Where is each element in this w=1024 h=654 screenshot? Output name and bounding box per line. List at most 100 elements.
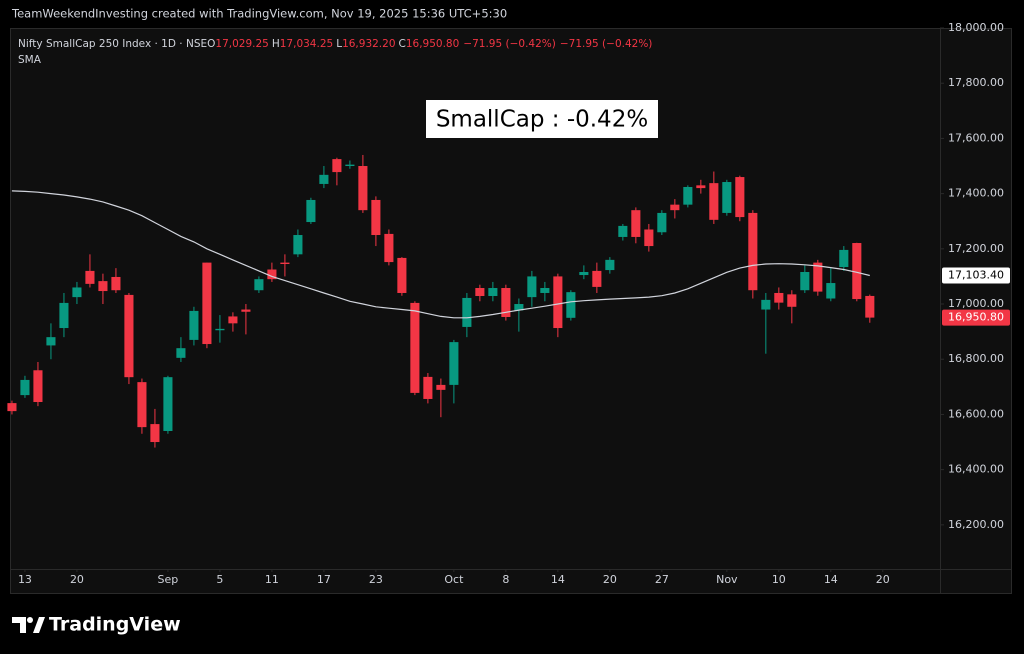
candle-body — [150, 424, 160, 443]
candle-body — [241, 309, 251, 312]
candle-body — [592, 270, 602, 287]
candle-body — [371, 199, 381, 236]
candle-body — [631, 210, 641, 237]
x-tick-label: 5 — [216, 573, 223, 586]
y-tick-label: 18,000.00 — [948, 21, 1004, 34]
logo-icon-dot — [27, 617, 33, 623]
sma-tag-label: 17,103.40 — [948, 268, 1004, 281]
y-tick-label: 16,400.00 — [948, 463, 1004, 476]
candle-body — [618, 225, 628, 237]
y-tick-label: 16,600.00 — [948, 407, 1004, 420]
candle-body — [228, 316, 238, 324]
candle-body — [813, 262, 823, 292]
x-tick-label: Sep — [158, 573, 179, 586]
candle-body — [176, 348, 186, 358]
x-tick-label: 23 — [369, 573, 383, 586]
candle-body — [566, 292, 576, 318]
candle-body — [215, 328, 225, 331]
header: TeamWeekendInvesting created with Tradin… — [11, 7, 507, 21]
legend: Nifty SmallCap 250 Index · 1D · NSEO17,0… — [18, 38, 652, 66]
legend-title: Nifty SmallCap 250 Index · 1D · NSE — [18, 38, 207, 50]
x-tick-label: 14 — [551, 573, 565, 586]
watermark-logo — [12, 617, 45, 633]
x-tick-label: 10 — [772, 573, 786, 586]
last-price-label: 16,950.80 — [948, 311, 1004, 324]
candle-body — [345, 164, 355, 167]
candle-body — [410, 302, 420, 393]
annotation-box — [426, 100, 658, 138]
x-tick-label: 20 — [876, 573, 890, 586]
candle-body — [865, 295, 875, 318]
candle-body — [46, 337, 56, 346]
x-tick-label: 20 — [70, 573, 84, 586]
legend-line: Nifty SmallCap 250 Index · 1D · NSEO17,0… — [18, 38, 652, 50]
candle-body — [462, 297, 472, 327]
candle-body — [735, 177, 745, 218]
candle-body — [423, 376, 433, 399]
legend-value: 16,932.20 — [342, 38, 395, 50]
candle-body — [644, 229, 654, 247]
candle-body — [488, 288, 498, 297]
x-tick-label: 11 — [265, 573, 279, 586]
candle-body — [605, 259, 615, 271]
watermark: TradingView — [49, 614, 181, 636]
x-tick-label: 14 — [824, 573, 838, 586]
candle-body — [709, 183, 719, 220]
y-tick-label: 17,000.00 — [948, 297, 1004, 310]
legend-sma: SMA — [18, 54, 42, 66]
candle-body — [579, 272, 589, 276]
candle-body — [189, 310, 199, 340]
legend-key: L — [336, 38, 342, 50]
candle-body — [826, 283, 836, 299]
candle-body — [397, 257, 407, 293]
candle-body — [670, 204, 680, 211]
candle-body — [7, 403, 17, 412]
legend-key: C — [399, 38, 406, 50]
candle-body — [124, 294, 134, 378]
candle-body — [85, 270, 95, 284]
candle-body — [501, 288, 511, 317]
candle-body — [722, 182, 732, 213]
y-tick-label: 16,200.00 — [948, 518, 1004, 531]
legend-change: −71.95 (−0.42%) — [560, 38, 653, 50]
candle-body — [358, 166, 368, 211]
candle-body — [553, 276, 563, 329]
candle-body — [800, 272, 810, 291]
candle-body — [384, 233, 394, 263]
candle-body — [20, 379, 30, 396]
candle-body — [319, 174, 329, 184]
candle-body — [98, 281, 108, 292]
x-tick-label: 13 — [18, 573, 32, 586]
candle-body — [254, 279, 264, 291]
logo-icon-slash — [33, 617, 45, 633]
x-tick-label: 27 — [655, 573, 669, 586]
candle-body — [683, 186, 693, 205]
candle-body — [696, 185, 706, 189]
candle-body — [280, 262, 290, 264]
annotation: SmallCap : -0.42% — [436, 107, 648, 133]
candle-body — [527, 276, 537, 298]
x-tick-label: Oct — [444, 573, 464, 586]
candle-body — [449, 342, 459, 385]
candle-body — [72, 287, 82, 298]
candle-body — [293, 235, 303, 255]
x-tick-label: Nov — [716, 573, 738, 586]
logo-icon — [12, 617, 26, 633]
legend-key: H — [272, 38, 280, 50]
candle-body — [163, 377, 173, 431]
y-tick-label: 17,200.00 — [948, 242, 1004, 255]
candle-body — [761, 299, 771, 310]
legend-value: 16,950.80 — [406, 38, 459, 50]
candle-body — [33, 370, 43, 403]
y-tick-label: 17,400.00 — [948, 187, 1004, 200]
y-tick-label: 17,800.00 — [948, 76, 1004, 89]
candle-body — [137, 382, 147, 428]
candle-body — [306, 199, 316, 223]
x-tick-label: 20 — [603, 573, 617, 586]
legend-change: −71.95 (−0.42%) — [463, 38, 556, 50]
candle-body — [657, 212, 667, 233]
candle-body — [475, 288, 485, 297]
candle-body — [839, 249, 849, 268]
last-price-tag — [942, 309, 1010, 326]
